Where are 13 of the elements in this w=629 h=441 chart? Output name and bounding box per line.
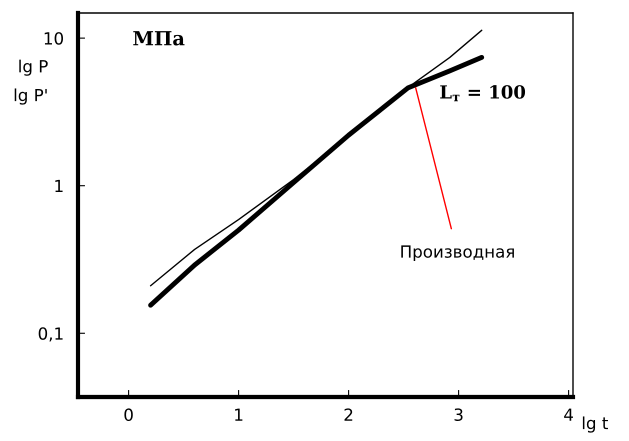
x-tick-label: 3 bbox=[454, 408, 463, 422]
x-tick-label: 4 bbox=[564, 408, 573, 421]
x-axis-title: lg t bbox=[582, 416, 608, 433]
y-axis-title: lg P lg P' bbox=[14, 60, 48, 105]
annotation: L$_{т}$ = 100 bbox=[440, 85, 526, 102]
x-tick-label: 2 bbox=[344, 408, 352, 421]
y-tick-label: 10 bbox=[44, 32, 64, 45]
y-tick-label: 1 bbox=[55, 180, 63, 192]
y-tick-label: 0,1 bbox=[38, 327, 63, 342]
annotation: Производная bbox=[401, 245, 514, 262]
x-tick-label: 0 bbox=[124, 408, 133, 422]
x-tick-label: 1 bbox=[235, 408, 242, 421]
annotation: МПа bbox=[133, 31, 184, 46]
